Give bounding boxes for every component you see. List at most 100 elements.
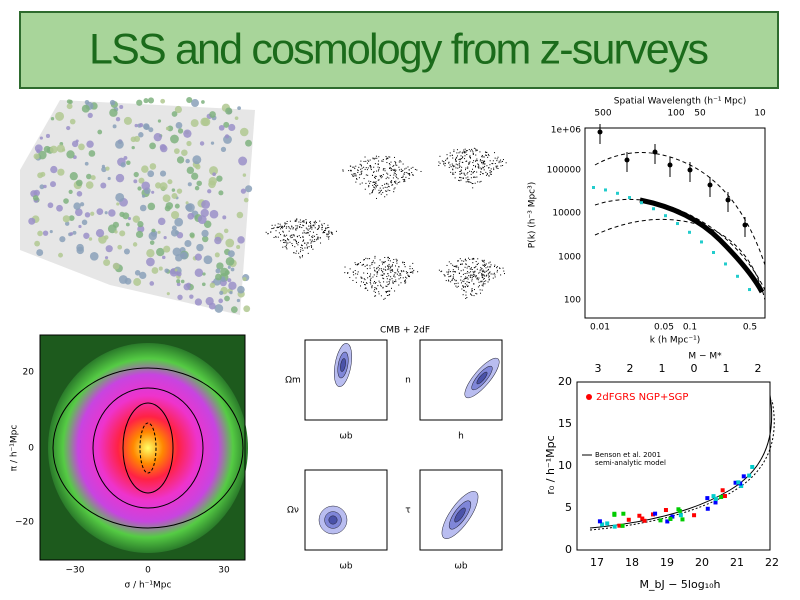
galaxy-dot xyxy=(377,266,379,268)
galaxy-dot xyxy=(385,155,387,157)
x-axis-label: σ / h⁻¹Mpc xyxy=(125,581,172,591)
point xyxy=(742,222,748,228)
galaxy-dot xyxy=(369,275,371,277)
blob xyxy=(89,251,99,261)
blob xyxy=(157,230,161,234)
galaxy-dot xyxy=(271,224,273,226)
galaxy-dot xyxy=(453,274,455,276)
galaxy-dot xyxy=(327,236,329,238)
blob xyxy=(201,200,211,209)
galaxy-dot xyxy=(365,174,367,176)
blob xyxy=(149,281,155,286)
galaxy-dot xyxy=(389,293,391,295)
galaxy-dot xyxy=(409,174,411,176)
galaxy-dot xyxy=(375,182,377,184)
blob xyxy=(201,235,209,243)
point xyxy=(687,167,693,173)
galaxy-dot xyxy=(465,151,467,153)
blob xyxy=(69,118,76,125)
galaxy-dot xyxy=(373,186,375,188)
point xyxy=(652,149,658,155)
blob xyxy=(151,228,156,233)
galaxy-dot xyxy=(311,226,313,228)
galaxy-dot xyxy=(480,267,482,269)
galaxy-dot xyxy=(452,276,454,278)
galaxy-dot xyxy=(296,242,298,244)
galaxy-dot xyxy=(470,157,472,159)
galaxy-dot xyxy=(452,168,454,170)
point xyxy=(692,513,697,518)
galaxy-dot xyxy=(486,274,488,276)
galaxy-dot xyxy=(385,158,387,160)
blob xyxy=(177,128,184,134)
blob xyxy=(201,229,209,238)
galaxy-dot xyxy=(466,277,468,279)
galaxy-dot xyxy=(326,233,328,235)
galaxy-dot xyxy=(389,260,391,262)
galaxy-dot xyxy=(486,173,488,175)
contour xyxy=(328,515,338,525)
galaxy-dot xyxy=(370,167,372,169)
galaxy-dot xyxy=(466,297,468,299)
galaxy-dot xyxy=(378,265,380,267)
contour xyxy=(52,367,244,529)
galaxy-dot xyxy=(297,236,299,238)
galaxy-dot xyxy=(408,275,410,277)
galaxy-dot xyxy=(382,169,384,171)
galaxy-dot xyxy=(446,271,448,273)
galaxy-dot xyxy=(380,175,382,177)
galaxy-dot xyxy=(325,227,327,229)
galaxy-dot xyxy=(414,168,416,170)
blob xyxy=(196,243,204,252)
blob xyxy=(43,145,51,153)
blob xyxy=(220,267,229,277)
galaxy-dot xyxy=(347,272,349,274)
galaxy-dot xyxy=(366,162,368,164)
galaxy-dot xyxy=(404,178,406,180)
galaxy-dot xyxy=(487,156,489,158)
point xyxy=(652,207,655,211)
galaxy-dot xyxy=(378,269,380,271)
galaxy-dot xyxy=(481,280,483,282)
galaxy-dot xyxy=(455,266,457,268)
galaxy-dot xyxy=(455,271,457,273)
galaxy-dot xyxy=(472,176,474,178)
galaxy-dot xyxy=(454,283,456,285)
galaxy-dot xyxy=(386,285,388,287)
galaxy-dot xyxy=(389,278,391,280)
galaxy-dot xyxy=(373,281,375,283)
galaxy-dot xyxy=(483,274,485,276)
galaxy-dot xyxy=(467,180,469,182)
galaxy-dot xyxy=(369,267,371,269)
blob xyxy=(133,278,142,286)
galaxy-dot xyxy=(380,175,382,177)
galaxy-dot xyxy=(374,270,376,272)
galaxy-dot xyxy=(320,242,322,244)
galaxy-dot xyxy=(375,197,377,199)
galaxy-dot xyxy=(354,172,356,174)
blob xyxy=(157,217,166,226)
galaxy-dot xyxy=(475,149,477,151)
galaxy-dot xyxy=(291,234,293,236)
blob xyxy=(215,273,222,281)
galaxy-dot xyxy=(303,220,305,222)
galaxy-dot xyxy=(395,272,397,274)
blob xyxy=(203,220,212,228)
galaxy-dot xyxy=(454,165,456,167)
galaxy-dot xyxy=(376,288,378,290)
point xyxy=(604,188,607,192)
galaxy-dot xyxy=(367,272,369,274)
galaxy-dot xyxy=(286,248,288,250)
galaxy-dot xyxy=(462,286,464,288)
galaxy-dot xyxy=(298,235,300,237)
galaxy-dot xyxy=(488,266,490,268)
galaxy-dot xyxy=(466,276,468,278)
galaxy-dot xyxy=(369,159,371,161)
galaxy-dot xyxy=(388,263,390,265)
galaxy-dot xyxy=(291,236,293,238)
blob xyxy=(174,268,178,272)
x-axis-label: k (h Mpc⁻¹) xyxy=(650,336,700,346)
blob xyxy=(114,230,118,234)
galaxy-dot xyxy=(409,268,411,270)
blob xyxy=(147,97,155,104)
